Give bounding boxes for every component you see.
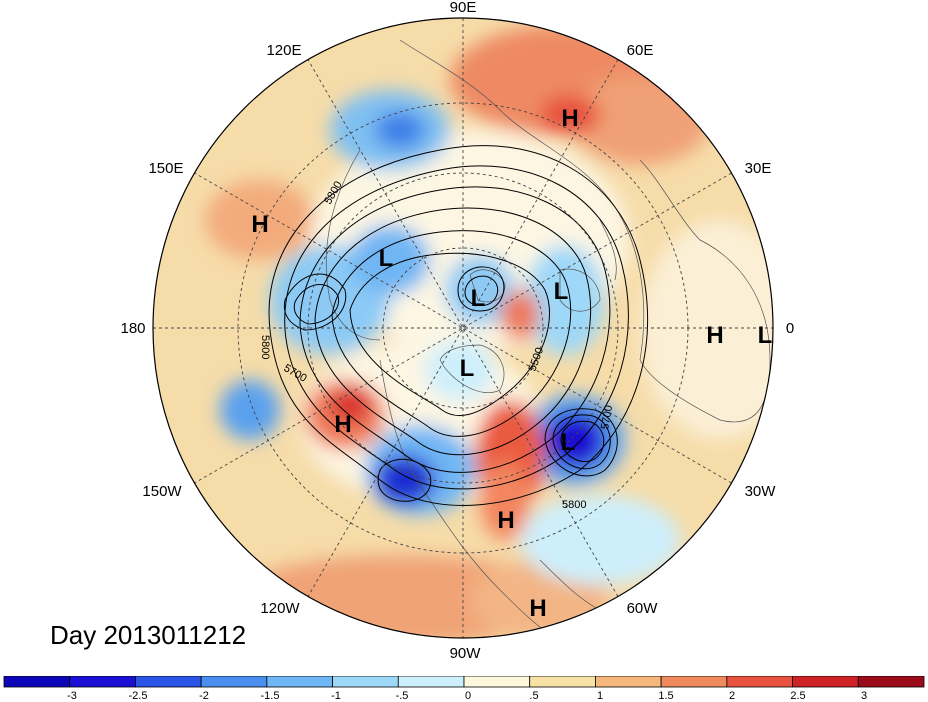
low-pressure-marker: L [758,322,773,349]
colorbar-box [463,676,531,688]
colorbar: -3 -2.5 -2 -1.5 -1 -.5 0 .5 1 1.5 2 2.5 … [3,676,925,702]
colorbar-tick: -1.5 [261,690,280,702]
colorbar-box [792,676,859,688]
high-pressure-marker: H [706,322,723,349]
colorbar-tick: -.5 [396,690,409,702]
contour-labels: 5800 5800 5700 5500 5700 5800 [259,179,615,511]
high-pressure-marker: H [497,507,514,534]
longitude-labels: 90E 60E 30E 0 30W 60W 90W 120W 150W 180 … [120,0,794,662]
lon-label: 30W [745,483,777,500]
colorbar-box [595,676,662,688]
colorbar-box [857,676,925,688]
lon-label: 120W [260,600,300,617]
colorbar-box [3,676,71,688]
lon-label: 60W [627,600,659,617]
high-pressure-marker: H [251,211,268,238]
graticule [153,18,773,638]
colorbar-tick: .5 [529,690,538,702]
height-contours [268,145,648,506]
colorbar-tick: 3 [861,690,867,702]
colorbar-tick-labels: -3 -2.5 -2 -1.5 -1 -.5 0 .5 1 1.5 2 2.5 … [67,690,867,702]
colorbar-box [660,676,728,688]
colorbar-box [135,676,202,688]
contour-label: 5700 [599,404,615,430]
low-pressure-marker: L [379,245,394,272]
contour-label: 5800 [259,335,271,359]
colorbar-box [69,676,136,688]
colorbar-tick: -2.5 [129,690,148,702]
high-pressure-marker: H [529,595,546,622]
colorbar-tick: 0 [465,690,471,702]
high-pressure-marker: H [561,105,578,132]
lon-label: 180 [120,320,145,337]
colorbar-box [200,676,268,688]
contour-label: 5800 [562,499,586,511]
low-pressure-marker: L [471,285,486,312]
lon-label: 60E [627,42,654,59]
lon-label: 90E [450,0,477,16]
low-pressure-marker: L [561,429,576,456]
lon-label: 150W [142,483,182,500]
lon-label: 30E [745,160,772,177]
low-pressure-marker: L [460,355,475,382]
colorbar-tick: 2 [729,690,735,702]
map-boundary [152,17,774,639]
high-pressure-marker: H [334,411,351,438]
colorbar-tick: -2 [199,690,209,702]
lon-label: 150E [148,160,183,177]
low-pressure-marker: L [554,278,569,305]
colorbar-boxes [3,676,925,688]
colorbar-tick: -1 [331,690,341,702]
pressure-systems: H H L L L L H L H L H H [251,105,772,622]
colorbar-tick: 2.5 [790,690,805,702]
lon-label: 90W [450,645,482,662]
lon-label: 0 [786,320,794,337]
polar-map: 90E 60E 30E 0 30W 60W 90W 120W 150W 180 … [120,0,794,662]
date-title: Day 2013011212 [50,620,247,650]
colorbar-box [266,676,333,688]
colorbar-tick: 1.5 [658,690,673,702]
colorbar-tick: 1 [597,690,603,702]
lon-label: 120E [266,42,301,59]
colorbar-box [397,676,465,688]
colorbar-tick: -3 [67,690,77,702]
colorbar-box [529,676,596,688]
colorbar-box [332,676,399,688]
colorbar-box [726,676,793,688]
